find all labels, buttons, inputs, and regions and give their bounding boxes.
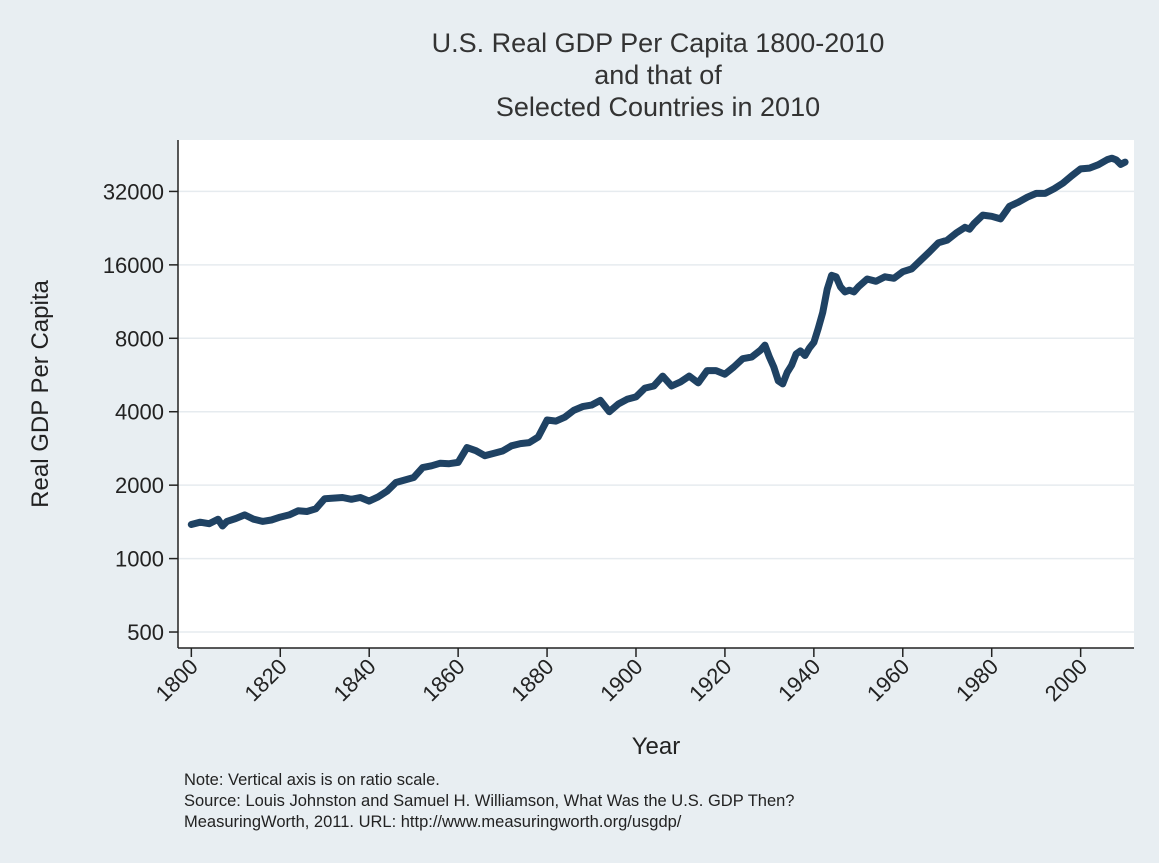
y-tick-labels: 500 1000 2000 4000 8000 16000 32000 [103, 179, 164, 645]
chart-title-line-1: U.S. Real GDP Per Capita 1800-2010 [432, 28, 885, 58]
y-tick-label-1000: 1000 [115, 547, 164, 572]
y-tick-label-2000: 2000 [115, 473, 164, 498]
y-tick-label-4000: 4000 [115, 400, 164, 425]
note-line-1: Note: Vertical axis is on ratio scale. [184, 771, 440, 789]
y-tick-label-16000: 16000 [103, 253, 164, 278]
grid-lines [178, 190, 1134, 633]
y-tick-label-500: 500 [127, 620, 164, 645]
y-tick-label-8000: 8000 [115, 326, 164, 351]
y-tick-label-32000: 32000 [103, 179, 164, 204]
series-line-us-gdp-per-capita [187, 154, 1129, 530]
chart-title-line-2: and that of [594, 60, 722, 90]
axes [169, 140, 1134, 657]
x-axis-label: Year [632, 733, 681, 760]
y-axis-label: Real GDP Per Capita [27, 280, 54, 508]
note-line-2: Source: Louis Johnston and Samuel H. Wil… [184, 792, 794, 810]
note-line-3: MeasuringWorth, 2011. URL: http://www.me… [184, 813, 682, 831]
chart-title-line-3: Selected Countries in 2010 [496, 92, 820, 122]
